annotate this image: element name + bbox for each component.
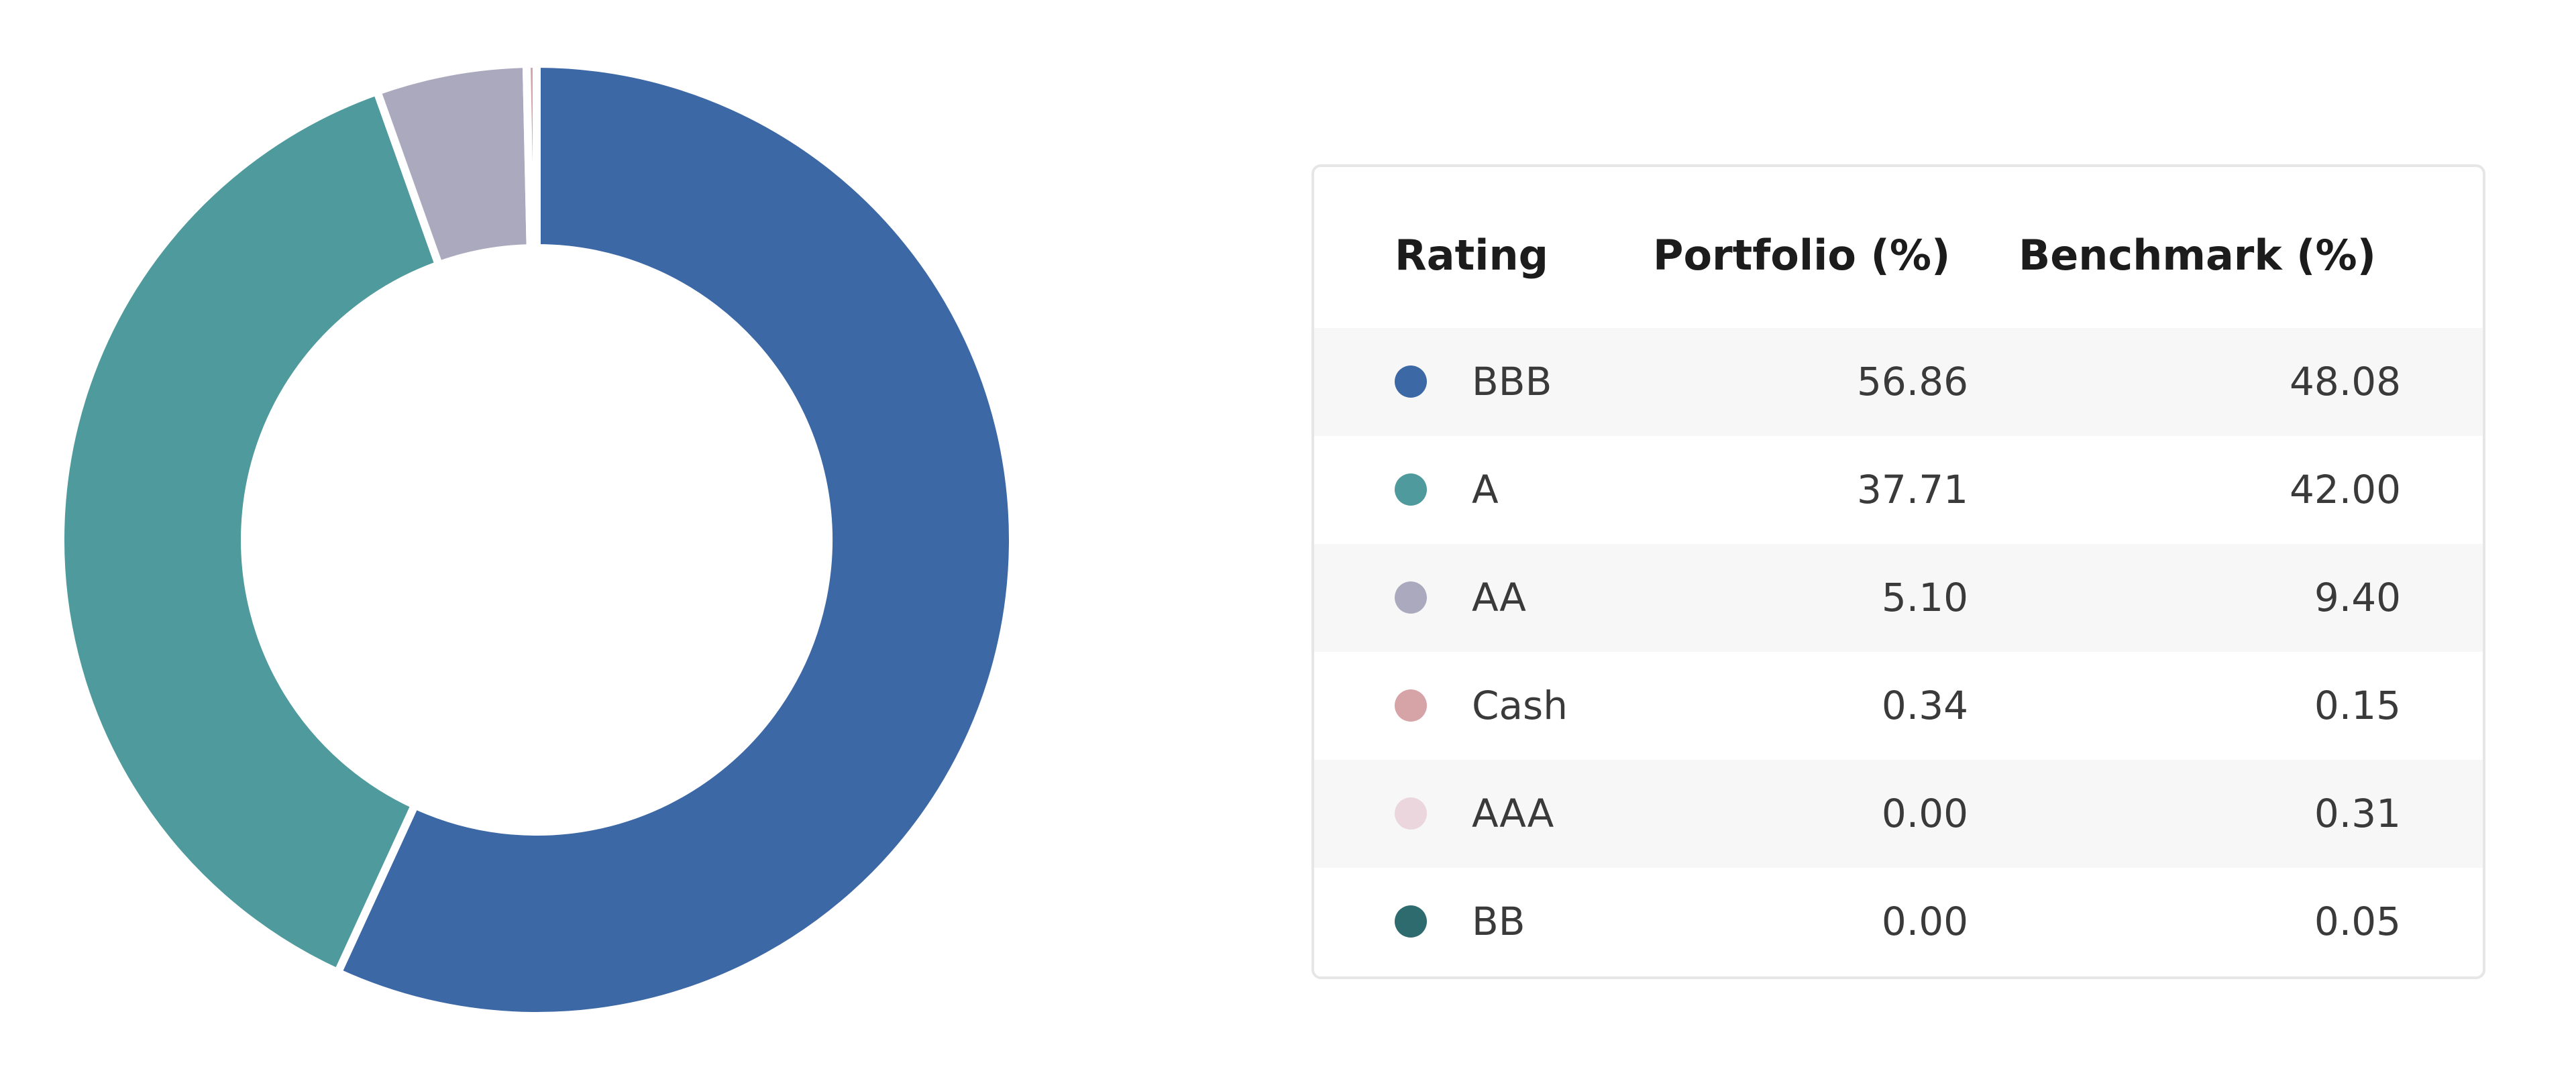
rating-label: Cash — [1472, 683, 1568, 728]
legend-dot — [1395, 581, 1427, 614]
column-header-benchmark: Benchmark (%) — [2019, 231, 2376, 280]
portfolio-value: 5.10 — [1881, 575, 1968, 620]
benchmark-value: 42.00 — [2289, 467, 2401, 512]
table-row: AAA 0.00 0.31 — [1314, 760, 2483, 868]
portfolio-value: 0.34 — [1881, 683, 1968, 728]
legend-dot — [1395, 797, 1427, 830]
legend-dot — [1395, 473, 1427, 506]
benchmark-value: 9.40 — [2314, 575, 2401, 620]
table-row: AA 5.10 9.40 — [1314, 544, 2483, 652]
rating-table: Rating Portfolio (%) Benchmark (%) BBB 5… — [1311, 164, 2485, 979]
portfolio-value: 0.00 — [1881, 899, 1968, 944]
legend-dot — [1395, 689, 1427, 722]
rating-label: BB — [1472, 899, 1525, 944]
table-row: BB 0.00 0.05 — [1314, 868, 2483, 976]
rating-label: BBB — [1472, 359, 1552, 404]
column-header-rating: Rating — [1395, 231, 1548, 280]
donut-slice-a — [60, 87, 443, 977]
portfolio-value: 56.86 — [1856, 359, 1968, 404]
benchmark-value: 48.08 — [2289, 359, 2401, 404]
donut-slice-cash — [522, 64, 541, 253]
rating-label: AAA — [1472, 791, 1554, 836]
table-header: Rating Portfolio (%) Benchmark (%) — [1314, 167, 2483, 328]
donut-chart — [60, 64, 1013, 1016]
table-row: A 37.71 42.00 — [1314, 436, 2483, 544]
table-row: Cash 0.34 0.15 — [1314, 652, 2483, 760]
benchmark-value: 0.31 — [2314, 791, 2401, 836]
portfolio-value: 0.00 — [1881, 791, 1968, 836]
legend-dot — [1395, 365, 1427, 398]
rating-label: AA — [1472, 575, 1526, 620]
donut-slice-bbb — [333, 64, 1013, 1016]
portfolio-value: 37.71 — [1856, 467, 1968, 512]
legend-dot — [1395, 905, 1427, 938]
benchmark-value: 0.05 — [2314, 899, 2401, 944]
table-row: BBB 56.86 48.08 — [1314, 328, 2483, 436]
column-header-portfolio: Portfolio (%) — [1653, 231, 1951, 280]
rating-label: A — [1472, 467, 1499, 512]
benchmark-value: 0.15 — [2314, 683, 2401, 728]
